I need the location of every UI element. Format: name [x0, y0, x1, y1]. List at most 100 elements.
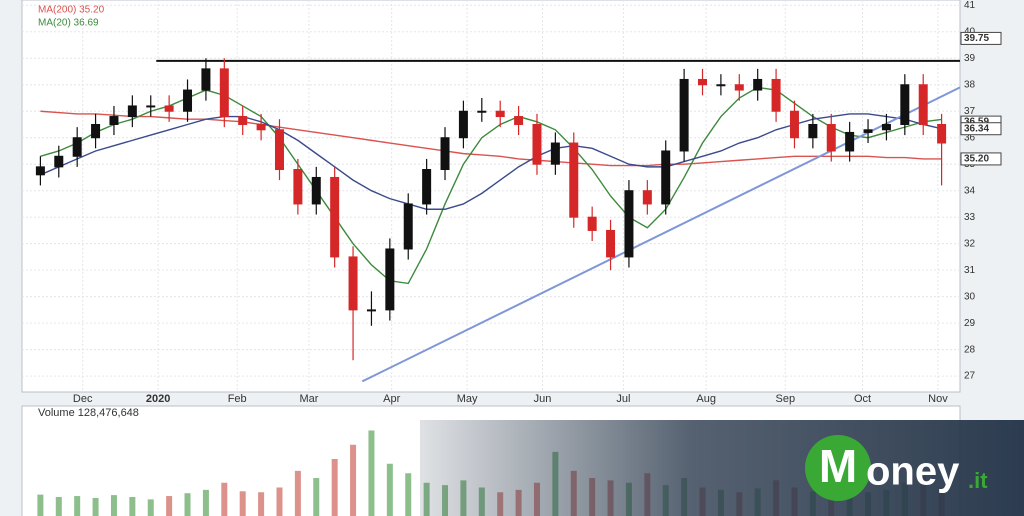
volume-bar [37, 494, 44, 516]
candle-body [164, 105, 174, 112]
trend-line [361, 86, 961, 383]
candle-body [72, 137, 82, 157]
x-tick-label: Apr [383, 393, 400, 405]
volume-bar [55, 497, 62, 516]
candle-body [863, 129, 873, 133]
candle-body [937, 123, 947, 144]
candle-body [403, 203, 413, 250]
candle-body [698, 78, 708, 86]
candle-body [661, 150, 671, 205]
price-badge [960, 122, 1002, 136]
volume-bar [313, 478, 320, 516]
candle-body [569, 142, 579, 218]
y-tick-label: 33 [964, 212, 976, 223]
candle-body [881, 123, 891, 131]
volume-bar [110, 495, 117, 516]
ma-line [40, 110, 942, 167]
volume-bar [276, 487, 283, 516]
candle-body [219, 68, 229, 118]
candle-body [440, 137, 450, 171]
volume-label: Volume 128,476,648 [38, 407, 139, 419]
y-tick-label: 32 [964, 238, 976, 249]
volume-bar [74, 496, 81, 516]
y-tick-label: 38 [964, 79, 976, 90]
price-badge [960, 31, 1002, 45]
volume-bar [92, 497, 99, 516]
candle-body [385, 248, 395, 311]
logo-suffix: .it [968, 468, 988, 493]
y-tick-label: 41 [964, 0, 976, 11]
candle-body [845, 131, 855, 152]
candle-body [679, 78, 689, 152]
x-tick-label: Nov [928, 393, 948, 405]
candle-body [238, 116, 248, 125]
volume-bar [258, 492, 265, 516]
x-tick-label: Jul [616, 393, 630, 405]
logo-text: oney [866, 450, 960, 494]
price-badge [960, 152, 1002, 166]
candle-body [201, 68, 211, 91]
x-tick-label: Dec [73, 393, 93, 405]
price-badge-label: 36.34 [964, 123, 989, 134]
volume-bar [294, 470, 301, 516]
candle-body [477, 110, 487, 113]
x-tick-label: May [457, 393, 478, 405]
candle-body [771, 78, 781, 112]
candle-body [606, 229, 616, 258]
candle-body [587, 216, 597, 231]
candle-body [35, 166, 45, 176]
logo-initial: M [819, 440, 857, 492]
candle-body [293, 169, 303, 205]
candle-body [550, 142, 560, 165]
volume-bar [184, 493, 191, 516]
candle-body [54, 155, 64, 168]
y-tick-label: 34 [964, 185, 976, 196]
candle-body [458, 110, 468, 139]
candle-body [127, 105, 137, 118]
price-badge-label: 35.20 [964, 154, 989, 165]
y-tick-label: 30 [964, 291, 976, 302]
y-tick-label: 28 [964, 344, 976, 355]
volume-bar [331, 459, 338, 516]
candle-body [348, 256, 358, 311]
x-tick-label: Aug [696, 393, 716, 405]
x-tick-label: 2020 [146, 393, 170, 405]
volume-bar [221, 482, 228, 516]
volume-bar [202, 489, 209, 516]
volume-bar [166, 496, 173, 516]
x-tick-label: Sep [775, 393, 795, 405]
candle-body [734, 84, 744, 91]
y-tick-label: 29 [964, 318, 976, 329]
legend-entry: MA(20) 36.69 [38, 18, 99, 29]
candle-body [330, 176, 340, 258]
legend-entry: MA(200) 35.20 [38, 5, 105, 16]
candle-body [366, 309, 376, 312]
candle-body [642, 190, 652, 205]
candle-body [918, 84, 928, 125]
candle-body [716, 84, 726, 87]
price-badge-label: 39.75 [964, 33, 989, 44]
y-tick-label: 39 [964, 53, 976, 64]
candle-body [753, 78, 763, 91]
x-tick-label: Mar [299, 393, 318, 405]
volume-bar [368, 430, 375, 516]
y-tick-label: 27 [964, 371, 976, 382]
volume-bar [239, 491, 246, 516]
volume-bar [405, 473, 412, 516]
candle-body [109, 116, 119, 125]
volume-bar [147, 499, 154, 516]
candle-body [532, 123, 542, 165]
candle-body [183, 89, 193, 112]
volume-bar [386, 463, 393, 516]
banner [420, 420, 1024, 516]
volume-bar [129, 497, 136, 516]
price-panel [21, 0, 961, 393]
candle-body [91, 123, 101, 139]
candle-body [274, 129, 284, 171]
candle-body [826, 123, 836, 152]
candle-body [146, 105, 156, 108]
candle-body [256, 123, 266, 131]
candle-body [514, 116, 524, 125]
candle-body [789, 110, 799, 139]
x-tick-label: Feb [228, 393, 247, 405]
